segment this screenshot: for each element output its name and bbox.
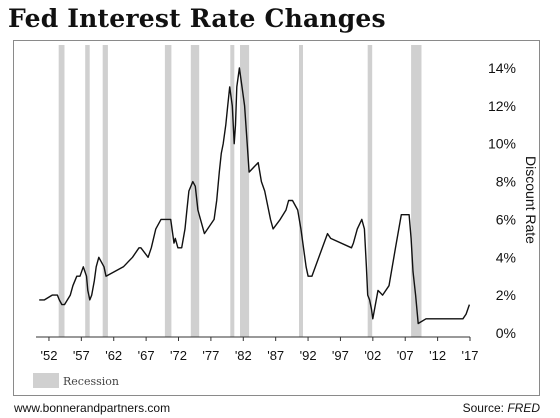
y-tick-label: 2% [496, 287, 516, 303]
chart-title: Fed Interest Rate Changes [8, 4, 386, 33]
x-tick-label: '82 [235, 348, 252, 363]
x-tick-label: '67 [138, 348, 155, 363]
recession-band-9 [367, 45, 373, 337]
source-label: Source: [462, 401, 504, 415]
y-tick-label: 0% [496, 325, 516, 341]
x-tick-label: '02 [364, 348, 381, 363]
x-tick-label: '72 [170, 348, 187, 363]
recession-band-8 [299, 45, 303, 337]
recession-band-7 [240, 45, 250, 337]
x-tick-label: '57 [73, 348, 90, 363]
x-tick-label: '62 [105, 348, 122, 363]
legend-label: Recession [63, 375, 119, 388]
recession-band-6 [230, 45, 235, 337]
x-tick-label: '17 [462, 348, 479, 363]
x-tick-label: '87 [267, 348, 284, 363]
y-tick-label: 4% [496, 249, 516, 265]
legend-swatch [33, 373, 59, 388]
x-tick-label: '12 [429, 348, 446, 363]
y-tick-label: 10% [488, 136, 516, 152]
y-tick-label: 14% [488, 60, 516, 76]
x-tick-label: '97 [332, 348, 349, 363]
source-name: FRED [507, 401, 540, 415]
recession-band-2 [85, 45, 90, 337]
y-tick-label: 6% [496, 211, 516, 227]
recession-band-10 [411, 45, 422, 337]
x-tick-label: '52 [41, 348, 58, 363]
recession-band-3 [102, 45, 108, 337]
footer-url: www.bonnerandpartners.com [14, 401, 171, 415]
footer-source: Source: FRED [463, 401, 540, 415]
x-tick-label: '07 [397, 348, 414, 363]
discount-rate-line [39, 67, 471, 325]
plot-frame [13, 40, 540, 396]
x-tick-label: '92 [300, 348, 317, 363]
y-tick-label: 8% [496, 174, 516, 190]
x-tick-label: '77 [202, 348, 219, 363]
recession-band-4 [164, 45, 172, 337]
y-axis-label: Discount Rate [523, 156, 539, 244]
y-tick-label: 12% [488, 98, 516, 114]
recession-band-1 [58, 45, 65, 337]
recession-band-5 [190, 45, 200, 337]
